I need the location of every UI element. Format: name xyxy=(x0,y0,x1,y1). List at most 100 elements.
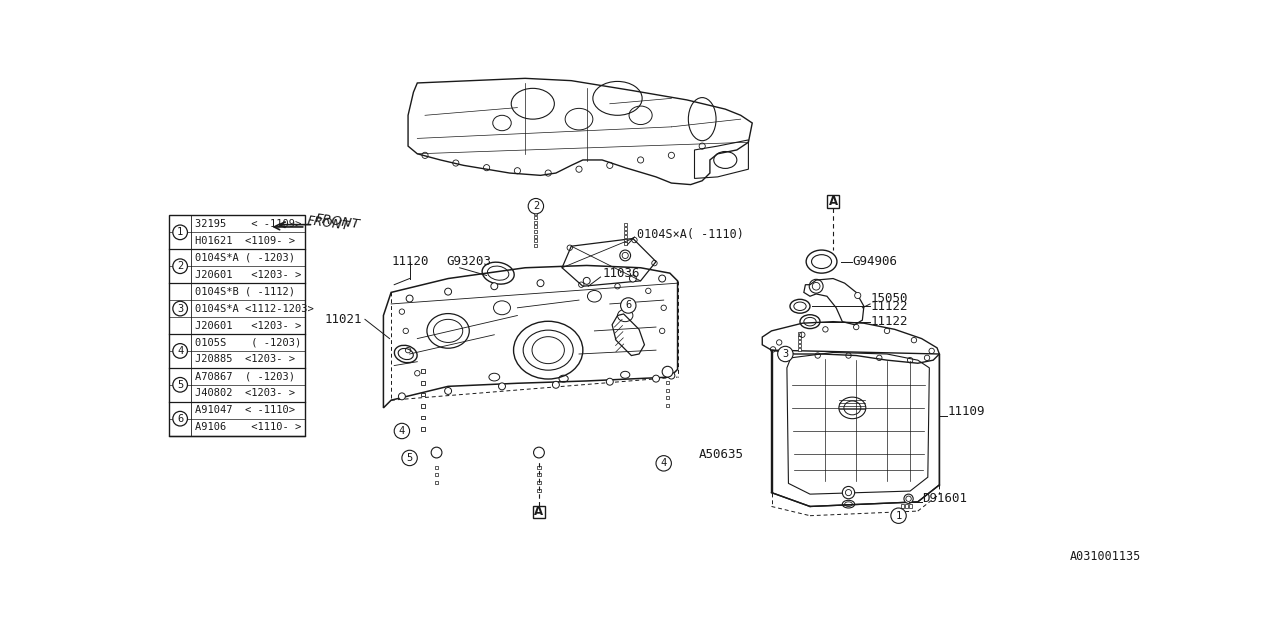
Circle shape xyxy=(402,451,417,466)
Circle shape xyxy=(444,387,452,394)
FancyBboxPatch shape xyxy=(532,506,545,518)
Text: 1: 1 xyxy=(896,511,901,521)
Circle shape xyxy=(891,508,906,524)
Text: 6: 6 xyxy=(177,413,183,424)
Bar xyxy=(534,225,536,228)
Text: 15050: 15050 xyxy=(870,292,908,305)
Bar xyxy=(623,235,627,237)
Bar xyxy=(623,243,627,245)
Bar xyxy=(534,230,536,233)
Bar xyxy=(538,474,540,476)
Text: 4: 4 xyxy=(660,458,667,468)
Text: 32195    < -1109>: 32195 < -1109> xyxy=(195,219,301,229)
Circle shape xyxy=(668,372,675,379)
Bar xyxy=(909,504,911,508)
Text: A: A xyxy=(828,195,837,208)
Bar xyxy=(797,348,801,351)
Circle shape xyxy=(842,486,855,499)
Circle shape xyxy=(173,225,187,239)
Bar xyxy=(901,504,904,508)
Circle shape xyxy=(444,288,452,295)
Bar xyxy=(534,244,536,247)
Circle shape xyxy=(173,259,187,273)
Text: D91601: D91601 xyxy=(922,492,966,505)
Bar xyxy=(623,227,627,230)
Circle shape xyxy=(620,250,631,261)
Text: 2: 2 xyxy=(532,201,539,211)
Bar xyxy=(666,404,669,407)
Text: J40802  <1203- >: J40802 <1203- > xyxy=(195,388,294,398)
Text: FRONT: FRONT xyxy=(314,212,361,231)
Text: A70867  ( -1203): A70867 ( -1203) xyxy=(195,371,294,381)
Circle shape xyxy=(621,298,636,313)
Text: 5: 5 xyxy=(407,453,412,463)
FancyBboxPatch shape xyxy=(827,195,840,208)
Circle shape xyxy=(173,344,187,358)
Bar xyxy=(623,239,627,241)
Text: 11109: 11109 xyxy=(947,405,984,419)
Text: FRONT: FRONT xyxy=(306,214,351,234)
Bar xyxy=(623,223,627,226)
Bar xyxy=(421,392,425,396)
Circle shape xyxy=(553,381,559,388)
Text: 3: 3 xyxy=(782,349,788,359)
Bar xyxy=(797,336,801,339)
Text: J20601   <1203- >: J20601 <1203- > xyxy=(195,269,301,280)
Text: 11036: 11036 xyxy=(602,267,640,280)
Text: 11120: 11120 xyxy=(392,255,429,268)
Bar xyxy=(534,235,536,237)
Circle shape xyxy=(498,383,506,390)
Bar xyxy=(666,396,669,399)
Circle shape xyxy=(173,301,187,316)
Text: A91047  < -1110>: A91047 < -1110> xyxy=(195,405,294,415)
Circle shape xyxy=(904,494,913,504)
Bar xyxy=(534,221,536,224)
Bar xyxy=(666,373,669,376)
Text: 11021: 11021 xyxy=(324,313,362,326)
Text: 1: 1 xyxy=(177,227,183,237)
Circle shape xyxy=(630,275,636,282)
Bar xyxy=(435,474,438,476)
Circle shape xyxy=(490,283,498,290)
Circle shape xyxy=(398,393,406,400)
Circle shape xyxy=(855,292,861,298)
Text: G94906: G94906 xyxy=(852,255,897,268)
Bar xyxy=(435,466,438,468)
Bar xyxy=(169,216,305,436)
Bar xyxy=(623,231,627,234)
Text: A: A xyxy=(534,506,544,518)
Circle shape xyxy=(406,295,413,302)
Bar xyxy=(538,489,540,492)
Text: 2: 2 xyxy=(177,261,183,271)
Circle shape xyxy=(607,378,613,385)
Circle shape xyxy=(778,346,794,362)
Bar xyxy=(666,381,669,384)
Bar xyxy=(435,481,438,484)
Text: 6: 6 xyxy=(625,301,631,310)
Text: 0104S*A ( -1203): 0104S*A ( -1203) xyxy=(195,253,294,263)
Text: 4: 4 xyxy=(177,346,183,356)
Circle shape xyxy=(653,375,659,382)
Bar xyxy=(534,239,536,243)
Text: H01621  <1109- >: H01621 <1109- > xyxy=(195,236,294,246)
Bar xyxy=(538,481,540,484)
Bar xyxy=(538,466,540,468)
Circle shape xyxy=(622,252,628,259)
Bar xyxy=(538,454,540,457)
Circle shape xyxy=(662,366,673,377)
Text: 11122: 11122 xyxy=(870,315,908,328)
Circle shape xyxy=(173,378,187,392)
Text: G93203: G93203 xyxy=(447,255,492,268)
Text: A50635: A50635 xyxy=(699,447,744,461)
Bar xyxy=(421,381,425,385)
Text: A9106    <1110- >: A9106 <1110- > xyxy=(195,422,301,432)
Text: 4: 4 xyxy=(399,426,404,436)
Bar xyxy=(797,344,801,347)
Bar xyxy=(534,212,536,214)
Circle shape xyxy=(659,275,666,282)
Bar xyxy=(797,332,801,335)
Text: 0104S*B ( -1112): 0104S*B ( -1112) xyxy=(195,287,294,296)
Circle shape xyxy=(538,280,544,287)
Text: 0104S×A( -1110): 0104S×A( -1110) xyxy=(636,228,744,241)
Circle shape xyxy=(173,412,187,426)
